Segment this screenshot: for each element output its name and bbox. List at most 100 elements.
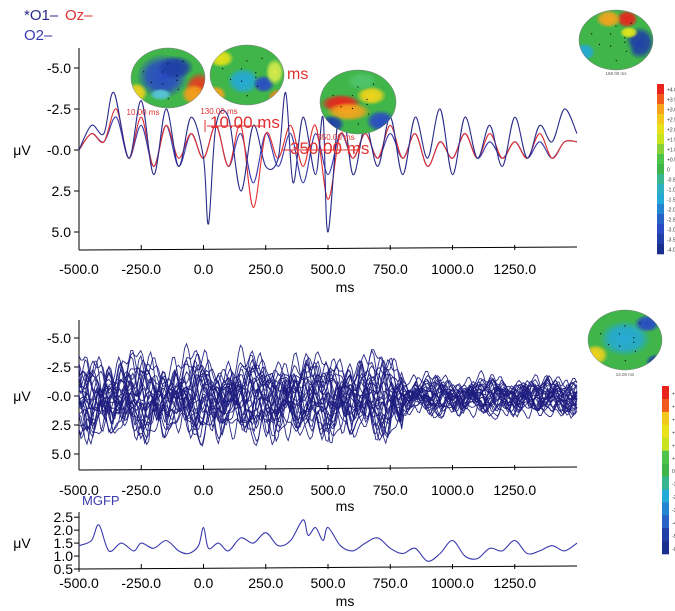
colorbar-top-cell <box>657 114 664 125</box>
map-time-label-1: 130.00 ms <box>200 107 237 116</box>
y-axis-label-0: μV <box>13 142 31 158</box>
butterfly-trace <box>78 384 578 442</box>
topo-map-corner-2 <box>588 310 662 370</box>
legend-o1: *O1– <box>24 7 59 24</box>
x-tick-label-2-3: 250.0 <box>248 575 283 591</box>
y-tick-label-2-4: 0.5 <box>54 561 74 577</box>
y-tick-label-1-4: 5.0 <box>52 446 72 462</box>
colorbar-top-label-9: -0.5 <box>667 178 675 184</box>
colorbar-top-label-12: -2.0 <box>667 208 675 214</box>
y-tick-label-0-0: -5.0 <box>47 60 71 76</box>
colorbar-bottom-label-9: -3 <box>672 508 675 514</box>
colorbar-top-label-14: -3.0 <box>667 228 675 234</box>
x-tick-label-2-2: 0.0 <box>194 575 214 591</box>
colorbar-top-cell <box>657 134 664 145</box>
colorbar-bottom-cell <box>662 528 669 542</box>
x-tick-label-1-2: 0.0 <box>194 482 214 498</box>
butterfly-trace <box>78 373 578 438</box>
butterfly-trace <box>78 384 578 440</box>
y-tick-label-1-0: -5.0 <box>47 330 71 346</box>
x-tick-label-0-2: 0.0 <box>194 261 214 277</box>
y-tick-label-0-2: -0.0 <box>47 142 71 158</box>
series-line-o1 <box>78 92 578 233</box>
x-tick-label-0-4: 500.0 <box>310 261 345 277</box>
colorbar-top-cell <box>657 224 664 235</box>
y-tick-label-0-3: 2.5 <box>52 183 72 199</box>
colorbar-bottom-cell <box>662 424 669 438</box>
colorbar-bottom-label-12: -6 <box>672 547 675 553</box>
y-tick-label-1-3: 2.5 <box>52 417 72 433</box>
topo-map-2-outline <box>209 44 285 106</box>
legend-oz: Oz– <box>65 7 93 24</box>
colorbar-bottom-label-7: -1 <box>672 482 675 488</box>
colorbar-bottom-cell <box>662 489 669 503</box>
colorbar-top-cell <box>657 144 664 155</box>
topo-map-3 <box>320 70 396 134</box>
x-axis-label-1: ms <box>336 498 355 514</box>
x-tick-label-2-4: 500.0 <box>310 575 345 591</box>
map-time-label-2: 350.00 ms <box>317 133 354 142</box>
colorbar-top-label-16: -4.0 <box>667 248 675 254</box>
colorbar-bottom-label-11: -5 <box>672 534 675 540</box>
butterfly-trace <box>78 366 578 447</box>
topo-map-corner-2-outline <box>587 309 663 371</box>
colorbar-bottom-cell <box>662 411 669 426</box>
colorbar-top-label-3: +2.5 <box>667 118 675 124</box>
x-axis-label-2: ms <box>336 593 355 609</box>
butterfly-trace <box>78 361 578 413</box>
colorbar-bottom-label-0: +6 <box>672 392 675 398</box>
x-tick-label-0-5: 750.0 <box>373 261 408 277</box>
x-tick-label-1-1: -250.0 <box>121 482 161 498</box>
colorbar-bottom-label-6: 0 <box>672 469 675 475</box>
colorbar-top-label-15: -3.5 <box>667 238 675 244</box>
colorbar-top-label-1: +3.5 <box>667 98 675 104</box>
colorbar-top-cell <box>657 214 664 225</box>
x-tick-label-2-1: -250.0 <box>121 575 161 591</box>
y-tick-label-0-1: -2.5 <box>47 101 71 117</box>
x-tick-label-1-5: 750.0 <box>373 482 408 498</box>
colorbar-bottom-cell <box>662 386 669 400</box>
colorbar-top-cell <box>657 204 664 215</box>
corner-map-label-0: 168.00 ms <box>605 71 627 76</box>
x-tick-label-1-4: 500.0 <box>310 482 345 498</box>
butterfly-trace <box>78 373 578 436</box>
corner-map-label-1: 14.00 ms <box>616 372 635 377</box>
x-tick-label-1-0: -500.0 <box>59 482 99 498</box>
colorbar-top-label-7: +0.5 <box>667 158 675 164</box>
topo-map-1 <box>131 48 205 108</box>
butterfly-trace <box>78 368 578 424</box>
y-tick-label-2-3: 1.0 <box>54 548 74 564</box>
series-line-oz <box>78 108 578 208</box>
topo-map-3-outline <box>319 69 397 135</box>
colorbar-top-label-11: -1.5 <box>667 198 675 204</box>
colorbar-bottom-cell <box>662 502 669 516</box>
colorbar-top-label-2: +3.0 <box>667 108 675 114</box>
colorbar-top-cell <box>657 124 664 135</box>
colorbar-bottom-label-4: +2 <box>672 443 675 449</box>
x-axis-label-0: ms <box>336 279 355 295</box>
legend-o2: O2– <box>24 27 53 44</box>
colorbar-top-cell <box>657 104 664 115</box>
x-tick-label-1-3: 250.0 <box>248 482 283 498</box>
colorbar-top-cell <box>657 234 664 245</box>
colorbar-top-label-4: +2.0 <box>667 128 675 134</box>
map-time-label-big-0: 10.00 ms <box>210 113 280 132</box>
colorbar-top-cell <box>657 154 664 165</box>
y-axis-label-2: μV <box>13 535 31 551</box>
colorbar-bottom-cell <box>662 398 669 413</box>
colorbar-top-label-13: -2.5 <box>667 218 675 224</box>
x-tick-label-1-6: 1000.0 <box>431 482 474 498</box>
colorbar-bottom-cell <box>662 515 669 529</box>
colorbar-bottom-cell <box>662 541 669 555</box>
butterfly-trace <box>78 371 578 447</box>
y-axis-label-1: μV <box>13 388 31 404</box>
y-tick-label-2-2: 1.5 <box>54 535 74 551</box>
colorbar-top-cell <box>657 184 664 195</box>
colorbar-top-cell <box>657 244 664 255</box>
x-tick-label-0-3: 250.0 <box>248 261 283 277</box>
colorbar-bottom-label-2: +4 <box>672 418 675 424</box>
x-tick-label-2-5: 750.0 <box>373 575 408 591</box>
x-tick-label-2-7: 1250.0 <box>493 575 536 591</box>
